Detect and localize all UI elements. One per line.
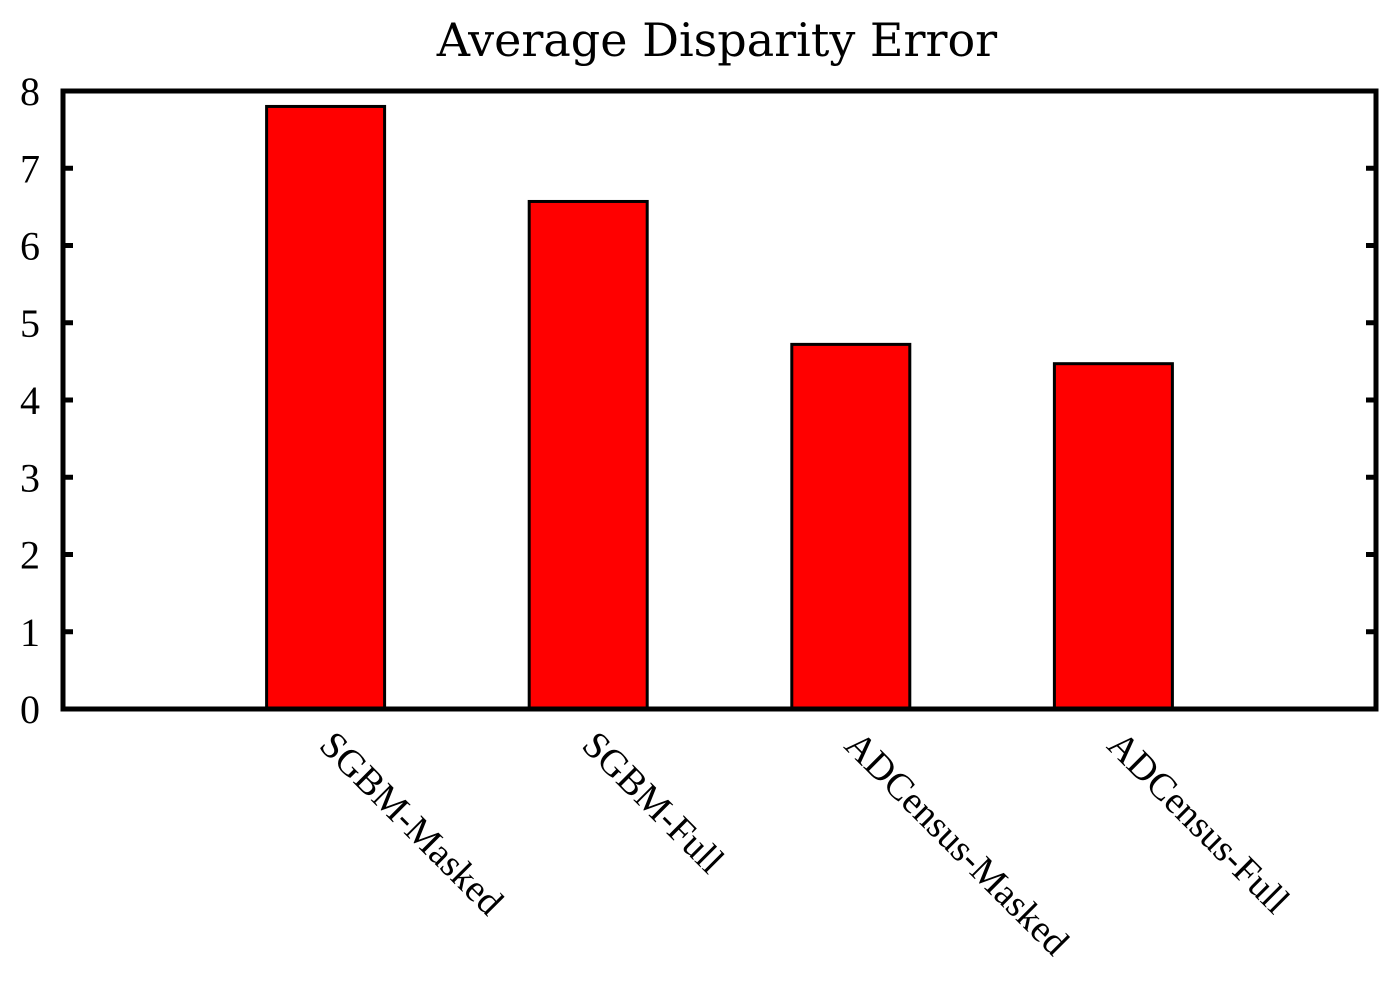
y-tick-label: 0	[20, 687, 40, 732]
y-tick-label: 2	[20, 533, 40, 578]
x-category-label: SGBM-Full	[574, 724, 732, 882]
plot-frame	[60, 88, 1379, 712]
chart-title: Average Disparity Error	[436, 13, 997, 67]
y-tick-label: 4	[20, 378, 40, 423]
y-tick-label: 3	[20, 455, 40, 500]
y-axis-ticks: 0 1 2 3 4 5 6 7 8	[20, 69, 1376, 732]
x-category-label: ADCensus-Full	[1099, 724, 1297, 922]
y-tick-label: 5	[20, 301, 40, 346]
x-axis-labels: SGBM-Masked SGBM-Full ADCensus-Masked ADCen…	[311, 724, 1297, 964]
x-category-label: SGBM-Masked	[311, 724, 511, 924]
bar-adcensus-full	[1052, 362, 1174, 711]
bar-sgbm-masked	[265, 104, 387, 711]
y-tick-label: 1	[20, 610, 40, 655]
bar-adcensus-masked	[790, 342, 912, 711]
y-tick-label: 8	[20, 69, 40, 114]
bar-sgbm-full	[527, 199, 649, 711]
y-tick-label: 7	[20, 146, 40, 191]
x-category-label: ADCensus-Masked	[836, 724, 1076, 964]
bars-group	[265, 104, 1174, 711]
y-tick-label: 6	[20, 224, 40, 269]
